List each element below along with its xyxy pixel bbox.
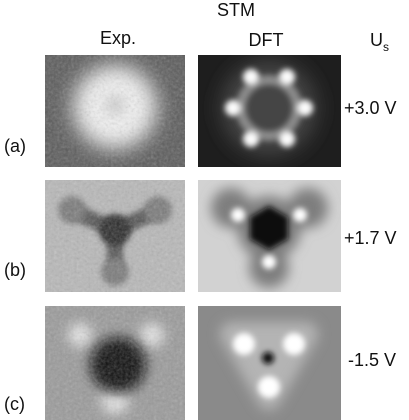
bias-value: +3.0 V	[344, 98, 397, 118]
bias-value: -1.5 V	[348, 350, 396, 370]
column-label: Exp.	[100, 28, 136, 48]
bias-subscript: s	[383, 40, 389, 54]
stm-image-dft	[198, 180, 341, 292]
figure-title: STM	[217, 0, 255, 20]
bias-symbol: U	[370, 30, 383, 50]
row-label: (c)	[4, 394, 25, 414]
column-label: DFT	[249, 30, 284, 50]
stm-image-exp	[45, 306, 185, 420]
row-label: (b)	[4, 260, 26, 280]
stm-image-exp	[45, 180, 185, 292]
bias-value: +1.7 V	[344, 228, 397, 248]
bias-label: Us	[370, 30, 389, 54]
row-label: (a)	[4, 136, 26, 156]
figure: STM Exp. DFT Us (a) +3.0 V	[0, 0, 409, 420]
stm-image-dft	[198, 55, 341, 167]
stm-image-exp	[45, 55, 185, 167]
stm-image-dft	[198, 306, 341, 420]
